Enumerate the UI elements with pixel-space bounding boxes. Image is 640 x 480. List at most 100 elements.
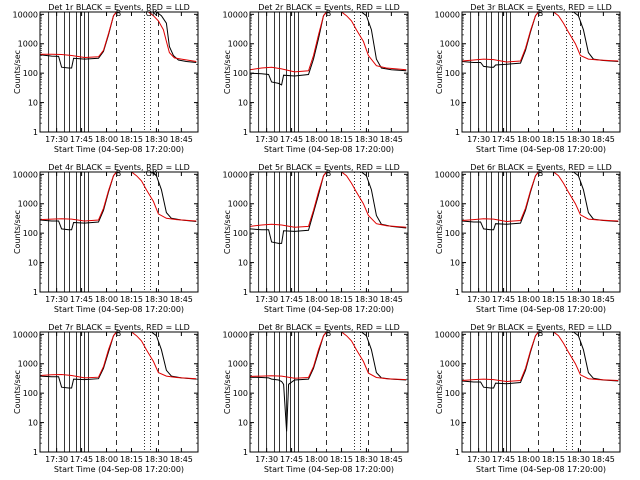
series-group xyxy=(250,172,407,244)
x-tick-label: 17:45 xyxy=(280,135,303,144)
y-tick-label: 1000 xyxy=(228,40,248,49)
annotation-label: B xyxy=(116,169,122,178)
x-tick-label: 17:30 xyxy=(45,455,68,464)
event-markers xyxy=(470,332,581,452)
plot-frame xyxy=(39,171,199,293)
y-tick-label: 100 xyxy=(233,69,248,78)
y-axis-label: Counts/sec xyxy=(435,50,444,94)
y-tick-label: 1 xyxy=(243,448,248,457)
x-tick-label: 17:45 xyxy=(280,455,303,464)
annotation-label: OK xyxy=(146,9,158,18)
x-axis-label: Start Time (04-Sep-08 17:20:00) xyxy=(54,305,184,314)
plot-frame xyxy=(249,171,409,293)
x-tick-label: 18:30 xyxy=(355,295,378,304)
x-tick-label: 17:30 xyxy=(255,135,278,144)
y-tick-label: 10000 xyxy=(435,330,460,339)
y-tick-label: 10 xyxy=(450,259,460,268)
annotation-label: B xyxy=(326,9,332,18)
annotation-label: B xyxy=(538,329,544,338)
x-tick-label: 18:00 xyxy=(95,455,118,464)
plot-frame xyxy=(39,11,199,133)
events-series-line xyxy=(250,332,407,432)
y-axis-label: Counts/sec xyxy=(435,210,444,254)
x-tick-label: 18:45 xyxy=(170,455,193,464)
y-tick-label: 1000 xyxy=(228,200,248,209)
series-group xyxy=(250,332,407,432)
lld-series-line xyxy=(250,172,407,228)
panel-title: Det 3r BLACK = Events, RED = LLD xyxy=(470,3,612,12)
annotation-label: B xyxy=(116,9,122,18)
lld-series-line xyxy=(40,12,197,62)
y-tick-label: 10 xyxy=(238,99,248,108)
events-series-line xyxy=(250,172,407,244)
y-tick-label: 1 xyxy=(243,128,248,137)
y-tick-label: 100 xyxy=(23,69,38,78)
x-tick-label: 18:45 xyxy=(170,295,193,304)
x-axis-label: Start Time (04-Sep-08 17:20:00) xyxy=(264,145,394,154)
annotation-label: OK xyxy=(146,169,158,178)
series-group xyxy=(462,12,619,68)
series-group xyxy=(40,332,197,389)
panel-title: Det 8r BLACK = Events, RED = LLD xyxy=(258,323,400,332)
x-tick-label: 18:45 xyxy=(380,135,403,144)
x-tick-label: 18:30 xyxy=(567,455,590,464)
x-tick-label: 18:15 xyxy=(120,295,143,304)
plot-frame xyxy=(249,331,409,453)
x-tick-label: 18:00 xyxy=(517,455,540,464)
lld-series-line xyxy=(250,332,407,381)
y-tick-label: 1000 xyxy=(228,360,248,369)
series-group xyxy=(462,172,619,231)
y-tick-label: 100 xyxy=(445,69,460,78)
y-tick-label: 10000 xyxy=(13,330,38,339)
x-tick-label: 17:45 xyxy=(492,295,515,304)
x-tick-label: 17:45 xyxy=(492,135,515,144)
x-tick-label: 17:30 xyxy=(45,295,68,304)
x-tick-label: 17:30 xyxy=(255,455,278,464)
x-tick-label: 18:45 xyxy=(170,135,193,144)
x-tick-label: 18:45 xyxy=(592,135,615,144)
y-tick-label: 1000 xyxy=(440,200,460,209)
y-tick-label: 10 xyxy=(450,99,460,108)
y-tick-label: 10000 xyxy=(13,170,38,179)
x-tick-label: 18:30 xyxy=(567,295,590,304)
series-group xyxy=(250,12,407,86)
annotation-label: B xyxy=(326,169,332,178)
x-tick-label: 17:30 xyxy=(467,135,490,144)
x-tick-label: 18:15 xyxy=(330,455,353,464)
lld-series-line xyxy=(40,172,197,222)
y-tick-label: 1000 xyxy=(18,200,38,209)
y-tick-label: 1 xyxy=(33,448,38,457)
lld-series-line xyxy=(250,12,407,73)
event-markers xyxy=(470,172,581,292)
panel-title: Det 2r BLACK = Events, RED = LLD xyxy=(258,3,400,12)
x-tick-label: 18:30 xyxy=(145,455,168,464)
y-tick-label: 1 xyxy=(33,128,38,137)
x-tick-label: 18:30 xyxy=(567,135,590,144)
events-series-line xyxy=(250,12,407,86)
y-tick-label: 10000 xyxy=(435,10,460,19)
y-axis-label: Counts/sec xyxy=(223,50,232,94)
y-tick-label: 1 xyxy=(455,288,460,297)
event-markers xyxy=(48,172,159,292)
y-tick-label: 10000 xyxy=(13,10,38,19)
y-axis-label: Counts/sec xyxy=(223,370,232,414)
x-tick-label: 18:00 xyxy=(517,295,540,304)
x-axis-label: Start Time (04-Sep-08 17:20:00) xyxy=(476,465,606,474)
x-axis-label: Start Time (04-Sep-08 17:20:00) xyxy=(54,145,184,154)
panel-title: Det 6r BLACK = Events, RED = LLD xyxy=(470,163,612,172)
plot-frame xyxy=(39,331,199,453)
x-axis-label: Start Time (04-Sep-08 17:20:00) xyxy=(476,145,606,154)
x-tick-label: 17:45 xyxy=(492,455,515,464)
event-markers xyxy=(258,172,369,292)
y-tick-label: 10 xyxy=(450,419,460,428)
y-tick-label: 1 xyxy=(33,288,38,297)
event-markers xyxy=(48,332,159,452)
panel-title: Det 9r BLACK = Events, RED = LLD xyxy=(470,323,612,332)
